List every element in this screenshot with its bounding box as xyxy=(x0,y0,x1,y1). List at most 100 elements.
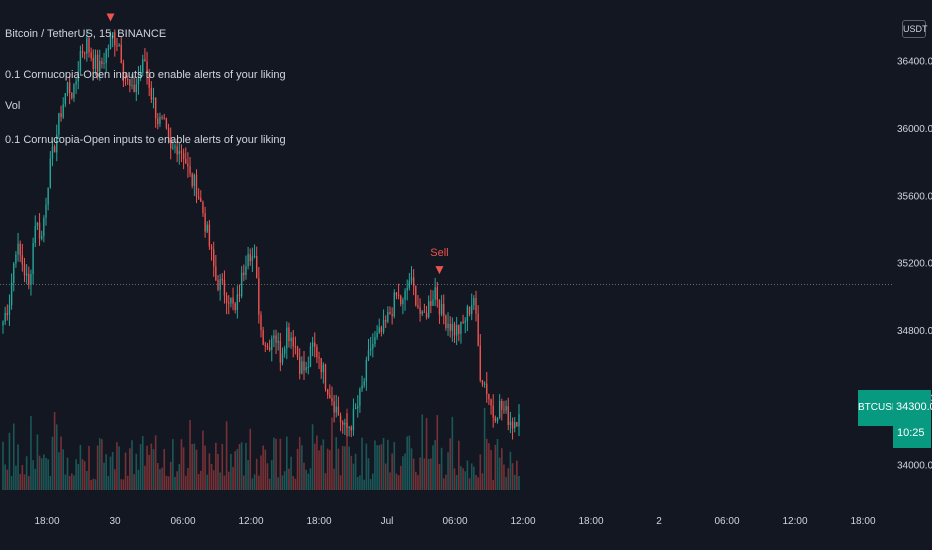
candle-body xyxy=(333,401,335,413)
volume-bar xyxy=(372,473,374,490)
volume-bar xyxy=(275,438,277,490)
candle-body xyxy=(374,337,376,345)
candle-body xyxy=(15,254,17,264)
volume-bar xyxy=(206,474,209,490)
volume-bar xyxy=(245,442,247,490)
volume-bar xyxy=(382,437,385,490)
volume-bar xyxy=(374,440,376,490)
volume-bar xyxy=(492,479,494,490)
candle-body xyxy=(225,295,228,304)
candle-body xyxy=(6,313,8,315)
candle-body xyxy=(385,320,387,322)
volume-bar xyxy=(326,448,329,490)
candle-body xyxy=(449,323,451,331)
y-tick-label: 34800.00 xyxy=(897,326,932,337)
volume-bar xyxy=(30,416,32,490)
volume-bar xyxy=(316,435,318,490)
sell-arrow xyxy=(106,13,115,22)
volume-bar xyxy=(258,475,260,490)
candle-body xyxy=(105,50,107,64)
volume-bar xyxy=(391,453,393,490)
candle-body xyxy=(290,337,292,342)
volume-bar xyxy=(105,454,107,490)
volume-bar xyxy=(290,456,292,490)
candle-body xyxy=(402,299,404,305)
volume-bar xyxy=(40,458,43,490)
candle-body xyxy=(208,224,211,247)
candle-body xyxy=(77,71,79,82)
candle-body xyxy=(185,158,187,164)
candle-body xyxy=(423,311,426,313)
volume-bar xyxy=(255,458,258,490)
candle-body xyxy=(32,243,34,274)
volume-bar xyxy=(296,448,299,490)
candle-body xyxy=(17,243,19,255)
volume-bar xyxy=(49,476,52,490)
volume-legend[interactable]: Vol xyxy=(5,100,21,112)
candle-body xyxy=(458,325,460,334)
candle-body xyxy=(273,335,275,339)
volume-bar xyxy=(182,447,185,490)
candle-body xyxy=(445,315,447,329)
candle-body xyxy=(271,338,273,351)
volume-bar xyxy=(451,416,454,490)
candle-body xyxy=(256,255,258,279)
candle-body xyxy=(163,117,165,119)
candle-body xyxy=(159,116,161,125)
candle-body xyxy=(283,348,286,354)
volume-bar xyxy=(404,453,406,490)
x-tick-label: 12:00 xyxy=(782,516,807,527)
candle-body xyxy=(288,327,290,342)
candle-body xyxy=(339,415,342,423)
candle-body xyxy=(425,312,428,318)
volume-bar xyxy=(247,459,249,490)
volume-bar xyxy=(369,479,372,490)
volume-bar xyxy=(193,443,196,490)
candle-body xyxy=(277,340,279,343)
candle-body xyxy=(68,82,71,94)
x-tick-label: 18:00 xyxy=(34,516,59,527)
volume-bar xyxy=(19,474,21,490)
volume-bar xyxy=(260,455,262,490)
candle-body xyxy=(133,85,135,93)
candle-body xyxy=(498,400,501,418)
candle-body xyxy=(481,380,484,385)
candle-body xyxy=(135,84,137,93)
volume-bar xyxy=(114,469,116,490)
candle-body xyxy=(438,300,441,315)
volume-bar xyxy=(137,469,140,490)
candle-body xyxy=(202,201,204,214)
volume-bar xyxy=(449,438,451,490)
indicator-legend-1[interactable]: 0.1 Cornucopia-Open inputs to enable ale… xyxy=(5,69,286,81)
indicator-legend-2[interactable]: 0.1 Cornucopia-Open inputs to enable ale… xyxy=(5,134,286,146)
candle-body xyxy=(43,217,45,237)
volume-bar xyxy=(2,441,4,490)
candle-body xyxy=(206,224,208,232)
volume-bar xyxy=(337,448,340,490)
volume-bar xyxy=(322,439,325,490)
volume-bar xyxy=(335,437,338,490)
volume-bar xyxy=(399,465,402,490)
symbol-legend[interactable]: Bitcoin / TetherUS, 15, BINANCE xyxy=(5,28,167,40)
candle-body xyxy=(137,77,140,85)
volume-bar xyxy=(96,445,99,490)
candle-body xyxy=(165,118,168,128)
candle-body xyxy=(468,306,471,315)
volume-bar xyxy=(434,440,436,490)
volume-bar xyxy=(227,471,230,490)
candle-body xyxy=(213,249,215,267)
candle-body xyxy=(152,97,155,100)
candle-body xyxy=(279,340,282,363)
candle-body xyxy=(96,54,99,72)
candle-body xyxy=(197,196,200,199)
unit-selector[interactable]: USDT xyxy=(902,20,928,38)
candle-body xyxy=(466,306,469,321)
candle-body xyxy=(428,301,430,318)
candle-body xyxy=(320,358,322,373)
candle-body xyxy=(365,359,368,382)
y-tick-label: 35600.00 xyxy=(897,191,932,202)
candle-body xyxy=(200,198,202,202)
volume-bar xyxy=(402,456,404,490)
candle-body xyxy=(4,313,6,322)
